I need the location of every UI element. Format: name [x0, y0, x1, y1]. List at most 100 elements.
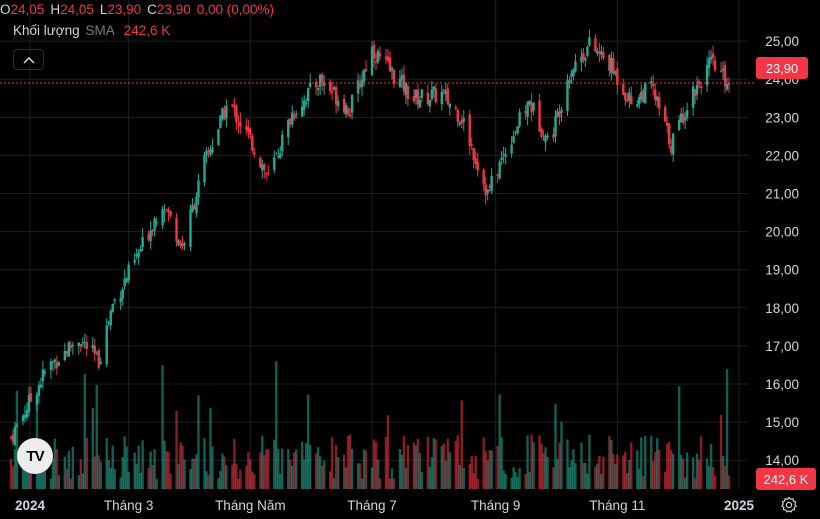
volume-bar	[454, 441, 457, 489]
volume-bar	[11, 466, 15, 489]
candle-body	[518, 111, 521, 127]
candle-body	[265, 172, 268, 175]
volume-bar	[713, 475, 717, 489]
candle-body	[141, 237, 144, 248]
volume-bar	[460, 400, 463, 489]
volume-value: 242,6 K	[123, 23, 171, 38]
volume-bar	[707, 465, 711, 489]
volume-bar	[514, 472, 517, 489]
price-axis[interactable]: 14,00 15,00 16,00 17,00 18,00 19,00 20,00 21,00…	[765, 34, 799, 468]
candle-body	[13, 426, 17, 445]
volume-bar	[691, 457, 695, 489]
candle-body	[719, 70, 723, 72]
candle-body	[209, 150, 212, 155]
volume-bar	[693, 477, 697, 489]
volume-bar	[723, 465, 727, 489]
candle-body	[572, 69, 575, 76]
candle-body	[642, 90, 645, 102]
volume-bar	[558, 442, 561, 489]
volume-bar	[231, 464, 234, 489]
candle-body	[97, 350, 100, 368]
volume-bar	[107, 460, 110, 489]
volume-bar	[496, 445, 499, 489]
volume-bar	[476, 478, 479, 489]
candle-body	[55, 362, 59, 369]
candle-body	[482, 169, 485, 185]
candle-body	[707, 58, 711, 68]
candle-body	[137, 252, 140, 258]
tradingview-logo[interactable]: TV	[17, 438, 53, 474]
volume-bar	[504, 474, 507, 489]
candle-body	[667, 123, 671, 145]
candle-body	[293, 114, 296, 119]
volume-bar	[69, 478, 73, 489]
x-tick-label: 2024	[15, 498, 46, 513]
candle-body	[83, 342, 86, 344]
candle-body	[263, 164, 266, 170]
candle-body	[91, 344, 94, 349]
candle-body	[334, 87, 338, 105]
open-label: O	[0, 1, 11, 17]
volume-bar	[251, 471, 254, 489]
volume-bar	[51, 458, 55, 489]
candle-body	[602, 52, 605, 58]
candle-body	[440, 92, 444, 105]
volume-bar	[482, 437, 485, 489]
candle-body	[374, 61, 378, 63]
candle-body	[638, 96, 641, 105]
volume-bar	[207, 474, 210, 489]
volume-bar	[376, 459, 380, 489]
volume-bar	[624, 451, 627, 489]
candle-body	[460, 119, 463, 124]
candle-body	[428, 100, 432, 107]
time-axis[interactable]: 2024 Tháng 3 Tháng Năm Tháng 7 Tháng 9 Tháng …	[15, 498, 755, 513]
candle-body	[23, 414, 27, 419]
candle-body	[356, 80, 360, 94]
volume-bar	[622, 455, 625, 489]
volume-bar	[49, 478, 53, 489]
candle-body	[330, 91, 334, 94]
candle-body	[484, 184, 487, 196]
candle-body	[412, 96, 416, 102]
volume-bar	[630, 442, 633, 489]
volume-bar	[147, 468, 150, 489]
candle-body	[39, 384, 43, 388]
candle-body	[235, 106, 238, 123]
candle-body	[318, 74, 322, 87]
candle-body	[179, 243, 182, 246]
candle-body	[612, 57, 615, 74]
candle-body	[336, 100, 340, 107]
volume-bar	[669, 450, 673, 489]
candle-body	[93, 345, 96, 354]
volume-bar	[552, 467, 555, 489]
candle-body	[197, 180, 200, 198]
candle-body	[25, 410, 29, 418]
volume-bar	[273, 439, 276, 489]
settings-button[interactable]	[778, 494, 800, 516]
collapse-legend-button[interactable]	[13, 49, 44, 70]
candle-body	[302, 100, 306, 110]
volume-bar	[596, 463, 599, 489]
volume-bar	[725, 369, 729, 489]
candle-body	[281, 134, 284, 152]
volume-bar	[95, 385, 98, 489]
high-label: H	[50, 1, 61, 17]
volume-legend[interactable]: Khối lượng SMA 242,6 K	[13, 23, 170, 38]
volume-bar	[342, 454, 346, 489]
candle-body	[528, 100, 531, 105]
volume-bar	[404, 467, 408, 489]
volume-bars	[9, 361, 731, 489]
candle-body	[442, 89, 446, 92]
candle-body	[671, 133, 675, 155]
volume-bar	[181, 445, 184, 489]
volume-bar	[398, 448, 402, 489]
candle-body	[29, 392, 33, 402]
candle-body	[219, 115, 222, 129]
candle-body	[175, 217, 178, 242]
volume-bar	[697, 459, 701, 489]
candle-body	[107, 322, 110, 324]
volume-bar	[378, 478, 382, 489]
candle-body	[610, 58, 613, 74]
volume-bar	[518, 467, 521, 489]
